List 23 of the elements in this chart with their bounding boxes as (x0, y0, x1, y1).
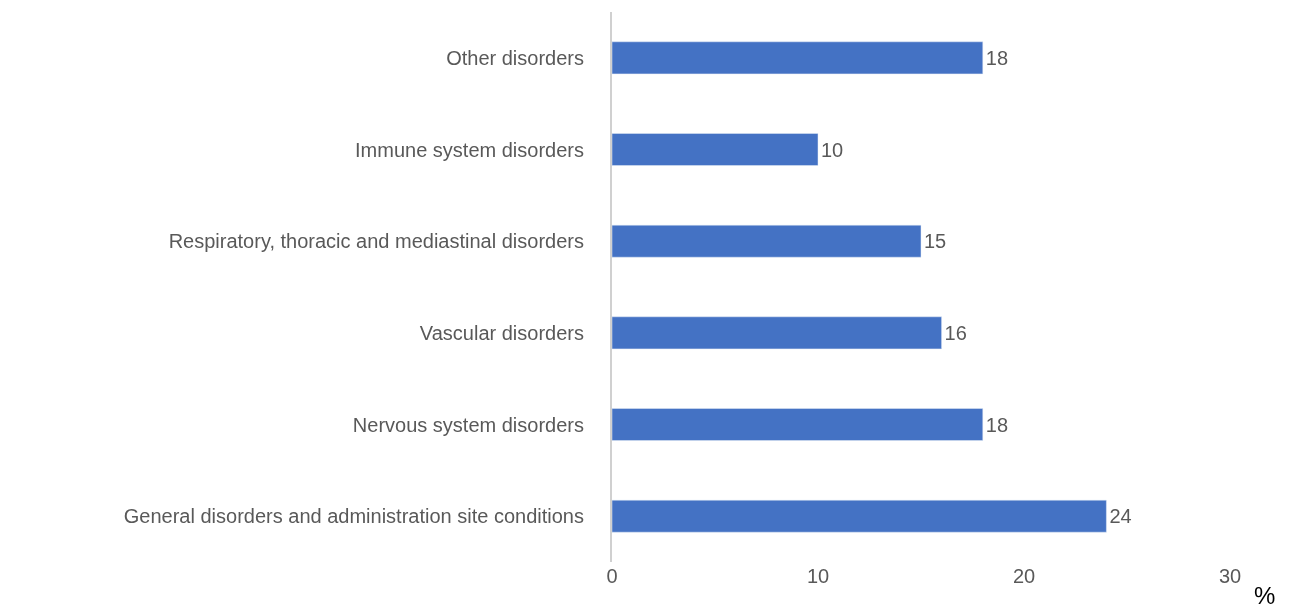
data-label: 15 (924, 230, 947, 253)
x-tick-label: 10 (806, 565, 830, 587)
data-label: 10 (821, 138, 844, 161)
y-tick-label: General disorders and administration site conditions (123, 505, 584, 528)
data-label: 16 (944, 321, 967, 344)
data-label: 18 (985, 46, 1009, 69)
bar (612, 224, 922, 258)
bar (612, 41, 984, 75)
bar (612, 408, 984, 441)
y-tick-label: Vascular disorders (419, 321, 584, 344)
bar (612, 133, 819, 166)
x-tick-label: 0 (606, 565, 618, 587)
y-tick-label: Other disorders (446, 46, 584, 69)
y-tick-label: Immune system disorders (355, 138, 584, 161)
x-axis-title: % (1254, 582, 1276, 607)
x-tick-label: 30 (1218, 565, 1242, 587)
y-tick-label: Nervous system disorders (352, 413, 584, 436)
y-tick-label: Respiratory, thoracic and mediastinal disorders (168, 230, 584, 253)
data-label: 24 (1109, 505, 1132, 528)
data-label: 18 (985, 413, 1009, 436)
x-tick-label: 20 (1012, 565, 1036, 587)
bar (612, 316, 942, 350)
bar (612, 499, 1107, 533)
